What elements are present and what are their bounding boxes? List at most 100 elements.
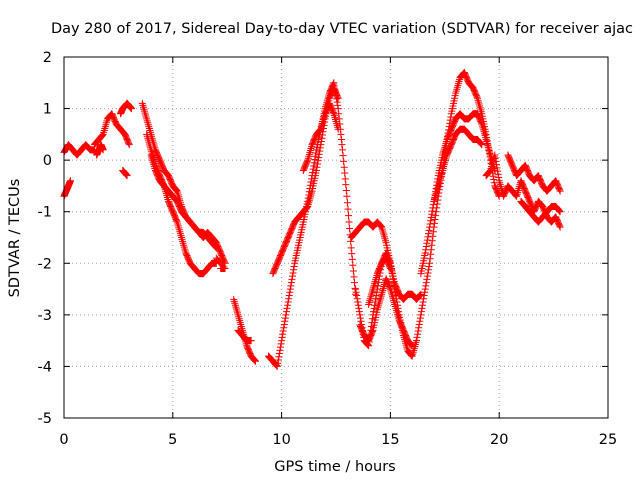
data-point [282,311,290,319]
data-point [417,308,425,316]
data-point [421,285,429,293]
data-point [340,163,348,171]
data-point [354,301,362,309]
data-point [512,192,520,200]
data-point [289,269,297,277]
data-point [556,223,564,231]
data-point [427,214,435,222]
data-point [339,146,347,154]
data-point [281,314,289,322]
data-point [285,295,293,303]
y-tick-label: -2 [38,256,52,272]
data-point [420,295,428,303]
data-point [389,272,397,280]
data-point [275,353,283,361]
y-tick-label: -3 [38,308,52,324]
data-point [353,292,361,300]
data-point [355,308,363,316]
data-point [477,139,485,147]
series-d [117,99,135,118]
data-point [390,279,398,287]
data-point [313,163,321,171]
data-point [491,151,499,159]
series-c [90,110,133,149]
data-point [386,263,394,271]
data-point [493,164,501,172]
data-point [315,150,323,158]
data-point [494,170,502,178]
series-v [430,125,486,205]
data-point [342,181,350,189]
data-point [556,208,564,216]
data-point [125,139,133,147]
data-point [423,236,431,244]
data-point [273,362,281,370]
data-point [303,204,311,212]
data-point [342,186,350,194]
data-point [355,304,363,312]
data-point [303,157,311,165]
series-h [143,130,220,278]
series-e [93,141,107,159]
series-l [234,326,255,345]
data-point [429,228,437,236]
data-point [277,343,285,351]
data-point [352,288,360,296]
data-point [424,269,432,277]
data-point [312,166,320,174]
data-point [430,219,438,227]
data-point [344,205,352,213]
data-point [489,172,497,180]
data-point [426,223,434,231]
data-point [492,161,500,169]
data-point [416,291,424,299]
data-point [413,337,421,345]
data-point [67,177,75,185]
data-point [350,273,358,281]
data-point [329,108,337,116]
data-point [423,272,431,280]
data-point [349,267,357,275]
data-point [310,159,318,167]
data-point [413,333,421,341]
data-point [346,224,354,232]
series-o [299,99,342,174]
data-point [309,165,317,173]
data-point [408,341,416,349]
data-point [473,93,481,101]
data-point [345,218,353,226]
data-point [432,208,440,216]
data-point [424,230,432,238]
data-point [420,292,428,300]
data-point [282,308,290,316]
data-point [341,169,349,177]
data-point [422,282,430,290]
data-point [274,359,282,367]
x-tick-label: 10 [272,432,290,448]
data-point [311,155,319,163]
data-point [337,130,345,138]
data-point [288,275,296,283]
chart-title: Day 280 of 2017, Sidereal Day-to-day VTE… [51,21,633,37]
data-point [377,222,385,230]
data-point [417,290,425,298]
data-point [351,284,359,292]
data-point [287,282,295,290]
data-point [415,321,423,329]
data-point [447,113,455,121]
data-point [338,141,346,149]
series-w [482,151,564,231]
data-point [477,140,485,148]
data-point [312,149,320,157]
data-point [127,105,135,113]
x-axis-label: GPS time / hours [274,459,395,475]
data-point [414,327,422,335]
data-point [173,217,181,225]
data-point [334,93,342,101]
data-point [277,340,285,348]
data-point [247,337,255,345]
data-point [318,131,326,139]
data-point [279,327,287,335]
series-m [265,79,360,370]
